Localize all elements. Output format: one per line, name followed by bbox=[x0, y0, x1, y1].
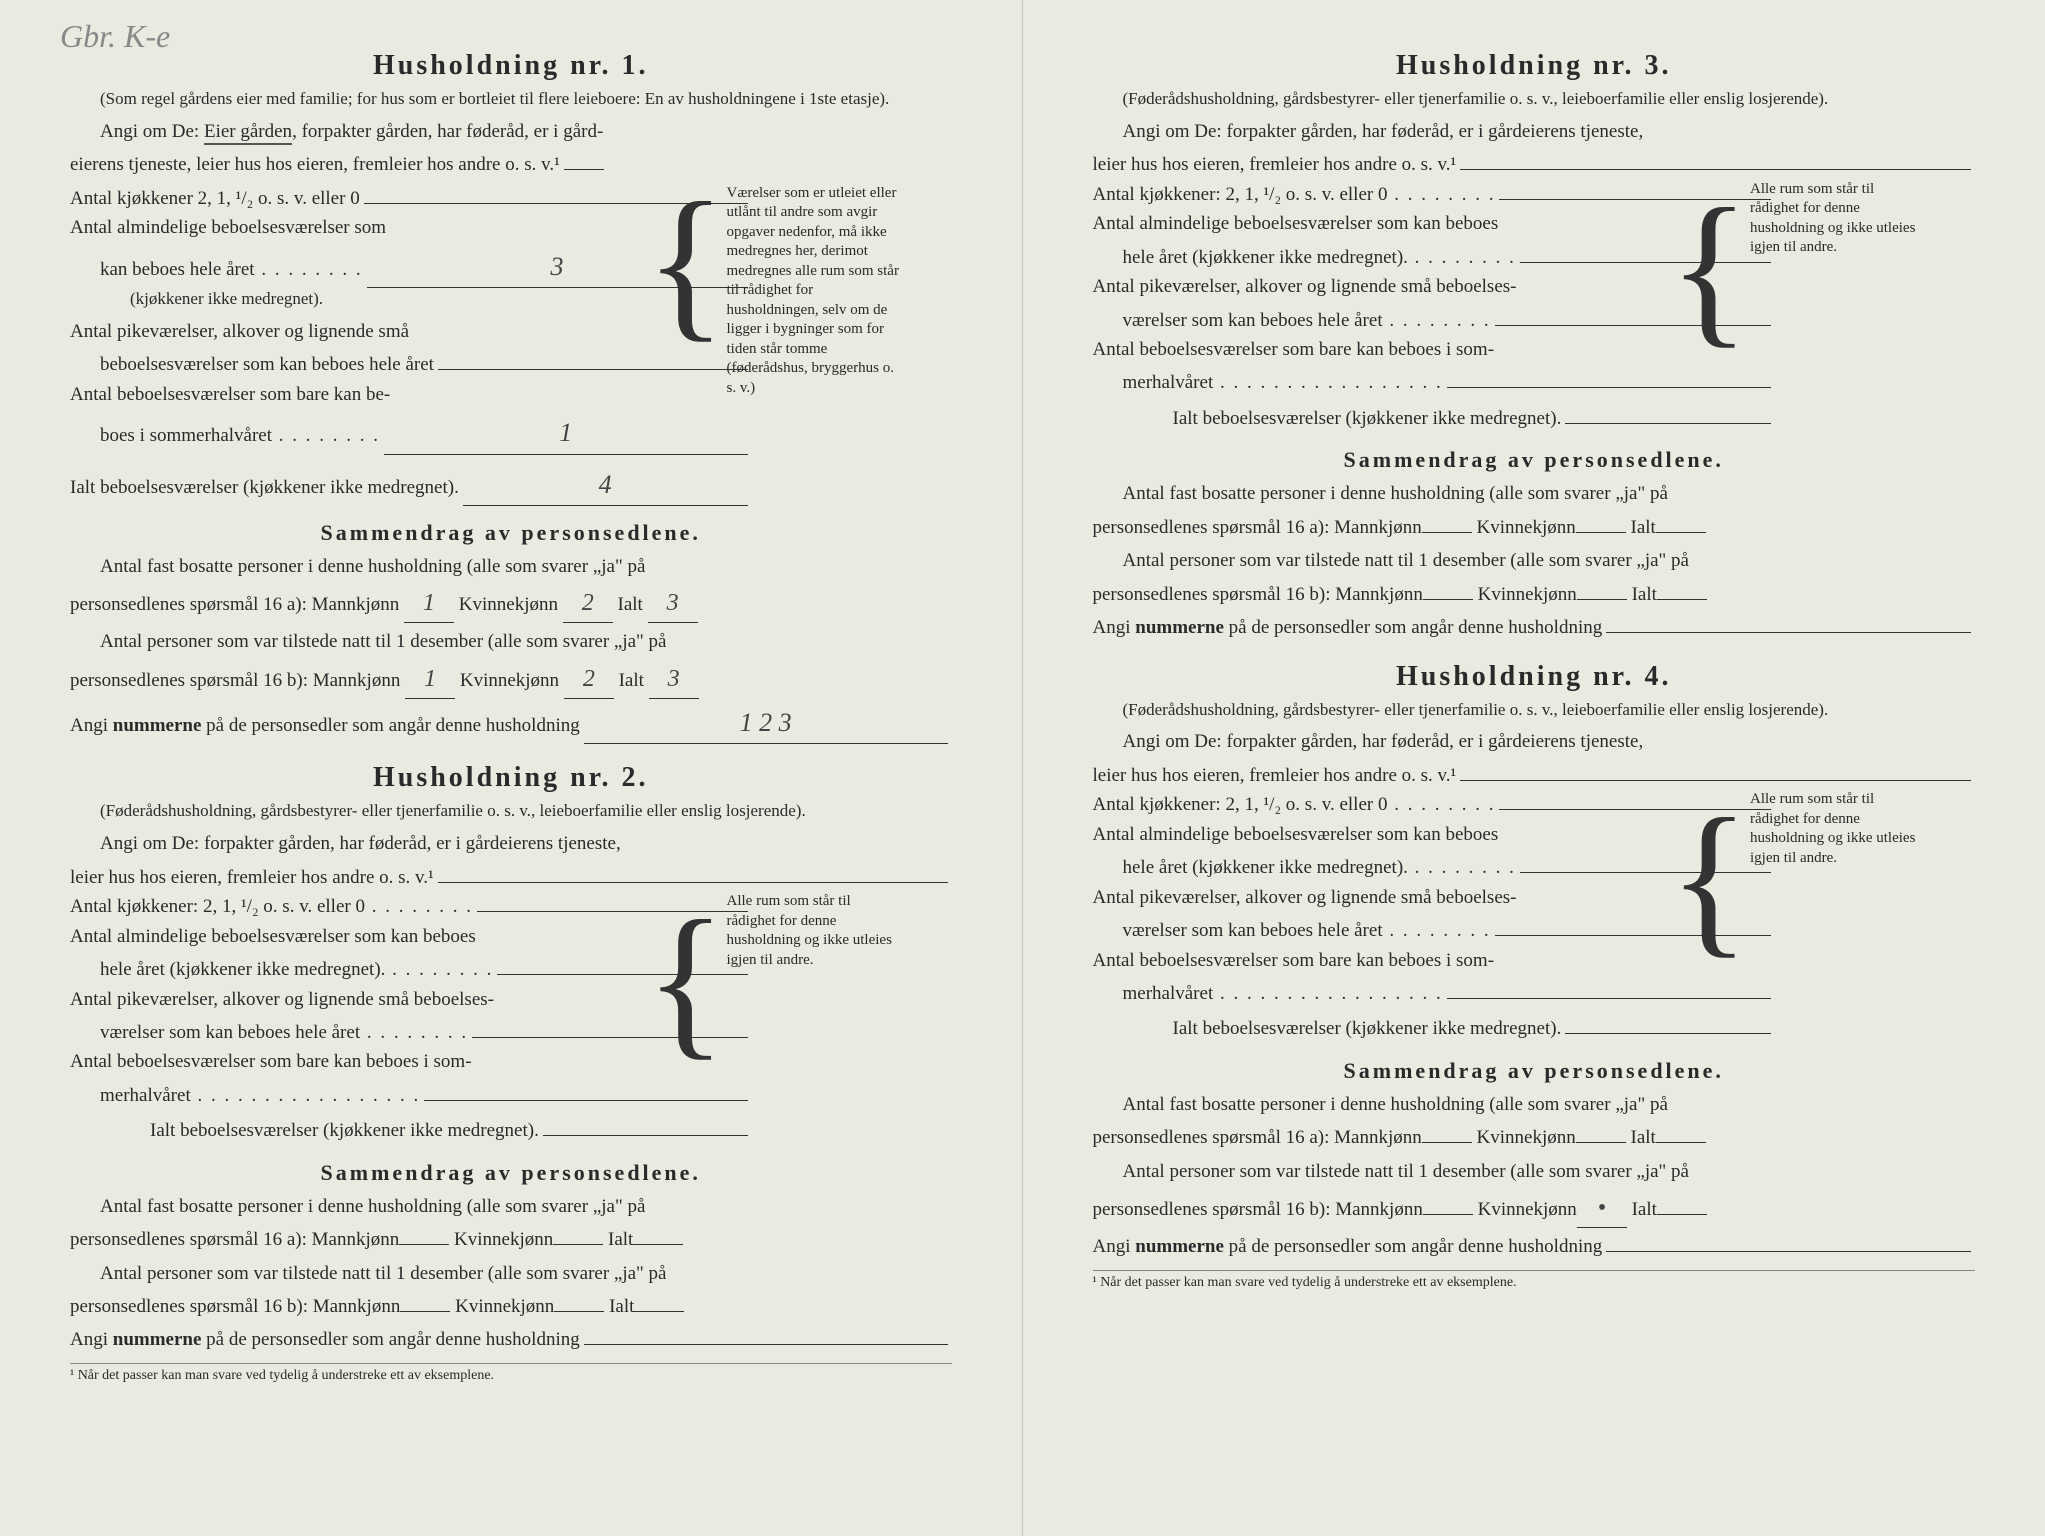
h2-q-sommer2: merhalvåret bbox=[70, 1081, 752, 1110]
h2-questions-block: Alle rum som står til rådighet for denne… bbox=[70, 892, 952, 1146]
h1-ialt-val: 4 bbox=[463, 465, 748, 506]
h1-angi-line1: Angi om De: Eier gården, forpakter gårde… bbox=[70, 117, 952, 146]
h1-note: (Som regel gårdens eier med familie; for… bbox=[70, 88, 952, 111]
h1-sam-2a: Antal personer som var tilstede natt til… bbox=[70, 627, 952, 656]
h1-k1: 2 bbox=[563, 585, 613, 623]
h2-sam-1a: Antal fast bosatte personer i denne hush… bbox=[70, 1192, 952, 1221]
h3-angi-line2: leier hus hos eieren, fremleier hos andr… bbox=[1093, 150, 1976, 179]
h1-k2: 2 bbox=[564, 661, 614, 699]
h1-q-ialt: Ialt beboelsesværelser (kjøkkener ikke m… bbox=[70, 465, 752, 506]
h3-angi-line1: Angi om De: forpakter gården, har føderå… bbox=[1093, 117, 1976, 146]
h3-title: Husholdning nr. 3. bbox=[1093, 50, 1976, 82]
h3-sam-1b: personsedlenes spørsmål 16 a): Mannkjønn… bbox=[1093, 513, 1976, 542]
h3-sam-2a: Antal personer som var tilstede natt til… bbox=[1093, 546, 1976, 575]
h1-sommer-val: 1 bbox=[384, 413, 747, 454]
h2-sam-2a: Antal personer som var tilstede natt til… bbox=[70, 1259, 952, 1288]
h2-sam-2b: personsedlenes spørsmål 16 b): Mannkjønn… bbox=[70, 1292, 952, 1321]
h4-sam-1b: personsedlenes spørsmål 16 a): Mannkjønn… bbox=[1093, 1123, 1976, 1152]
h3-side-note: Alle rum som står til rådighet for denne… bbox=[1750, 180, 1925, 258]
h2-q-ialt: Ialt beboelsesværelser (kjøkkener ikke m… bbox=[70, 1116, 752, 1145]
h1-angi-line2: eierens tjeneste, leier hus hos eieren, … bbox=[70, 150, 952, 179]
h4-note: (Føderådshusholdning, gårdsbestyrer- ell… bbox=[1093, 699, 1976, 722]
h2-angi-line1: Angi om De: forpakter gården, har føderå… bbox=[70, 829, 952, 858]
h3-sam-1a: Antal fast bosatte personer i denne hush… bbox=[1093, 479, 1976, 508]
h3-sam-title: Sammendrag av personsedlene. bbox=[1093, 447, 1976, 473]
h1-nummerne: Angi nummerne på de personsedler som ang… bbox=[70, 703, 952, 744]
h1-sam-2b: personsedlenes spørsmål 16 b): Mannkjønn… bbox=[70, 661, 952, 699]
h1-title: Husholdning nr. 1. bbox=[70, 50, 952, 82]
h4-nummerne: Angi nummerne på de personsedler som ang… bbox=[1093, 1232, 1976, 1261]
h3-q-sommer2: merhalvåret bbox=[1093, 368, 1776, 397]
h2-sam-1b: personsedlenes spørsmål 16 a): Mannkjønn… bbox=[70, 1225, 952, 1254]
h4-questions-block: Alle rum som står til rådighet for denne… bbox=[1093, 790, 1976, 1044]
h1-sam-1a: Antal fast bosatte personer i denne hush… bbox=[70, 552, 952, 581]
h2-title: Husholdning nr. 2. bbox=[70, 762, 952, 794]
h4-q-sommer2: merhalvåret bbox=[1093, 979, 1776, 1008]
page-right: Husholdning nr. 3. (Føderådshusholdning,… bbox=[1023, 0, 2045, 1536]
h1-sam-title: Sammendrag av personsedlene. bbox=[70, 520, 952, 546]
h2-side-note: Alle rum som står til rådighet for denne… bbox=[727, 892, 902, 970]
h4-q-ialt: Ialt beboelsesværelser (kjøkkener ikke m… bbox=[1093, 1014, 1776, 1043]
h3-nummerne: Angi nummerne på de personsedler som ang… bbox=[1093, 613, 1976, 642]
h1-sam-1b: personsedlenes spørsmål 16 a): Mannkjønn… bbox=[70, 585, 952, 623]
h3-q-ialt: Ialt beboelsesværelser (kjøkkener ikke m… bbox=[1093, 404, 1776, 433]
h4-title: Husholdning nr. 4. bbox=[1093, 661, 1976, 693]
h1-angi-underlined: Eier gården bbox=[204, 121, 292, 145]
h2-nummerne: Angi nummerne på de personsedler som ang… bbox=[70, 1325, 952, 1354]
h3-note: (Føderådshusholdning, gårdsbestyrer- ell… bbox=[1093, 88, 1976, 111]
h4-sam-2a: Antal personer som var tilstede natt til… bbox=[1093, 1157, 1976, 1186]
h1-q-sommer2: boes i sommerhalvåret 1 bbox=[70, 413, 752, 454]
h1-angi-prefix: Angi om De: bbox=[100, 121, 199, 142]
footnote-left: ¹ Når det passer kan man svare ved tydel… bbox=[70, 1363, 952, 1384]
h1-nummerne-val: 1 2 3 bbox=[584, 703, 948, 744]
h4-sam-1a: Antal fast bosatte personer i denne hush… bbox=[1093, 1090, 1976, 1119]
h1-side-note: Værelser som er utleiet eller utlånt til… bbox=[727, 184, 902, 399]
h1-m2: 1 bbox=[405, 661, 455, 699]
h4-sam-2b: personsedlenes spørsmål 16 b): Mannkjønn… bbox=[1093, 1190, 1976, 1228]
h2-note: (Føderådshusholdning, gårdsbestyrer- ell… bbox=[70, 800, 952, 823]
h3-sam-2b: personsedlenes spørsmål 16 b): Mannkjønn… bbox=[1093, 580, 1976, 609]
h1-angi-rest: , forpakter gården, har føderåd, er i gå… bbox=[292, 121, 603, 142]
page-left: Gbr. K-e Husholdning nr. 1. (Som regel g… bbox=[0, 0, 1023, 1536]
h2-angi-line2: leier hus hos eieren, fremleier hos andr… bbox=[70, 863, 952, 892]
h2-sam-title: Sammendrag av personsedlene. bbox=[70, 1160, 952, 1186]
h1-i1: 3 bbox=[648, 585, 698, 623]
h4-angi-line2: leier hus hos eieren, fremleier hos andr… bbox=[1093, 761, 1976, 790]
h1-m1: 1 bbox=[404, 585, 454, 623]
h4-side-note: Alle rum som står til rådighet for denne… bbox=[1750, 790, 1925, 868]
handwritten-annotation: Gbr. K-e bbox=[60, 20, 170, 52]
h1-q-sommer1: Antal beboelsesværelser som bare kan be- bbox=[70, 380, 752, 409]
h4-angi-line1: Angi om De: forpakter gården, har føderå… bbox=[1093, 727, 1976, 756]
h4-sam-title: Sammendrag av personsedlene. bbox=[1093, 1058, 1976, 1084]
footnote-right: ¹ Når det passer kan man svare ved tydel… bbox=[1093, 1270, 1976, 1291]
h3-questions-block: Alle rum som står til rådighet for denne… bbox=[1093, 180, 1976, 434]
h1-i2: 3 bbox=[649, 661, 699, 699]
h1-questions-block: Værelser som er utleiet eller utlånt til… bbox=[70, 184, 952, 506]
